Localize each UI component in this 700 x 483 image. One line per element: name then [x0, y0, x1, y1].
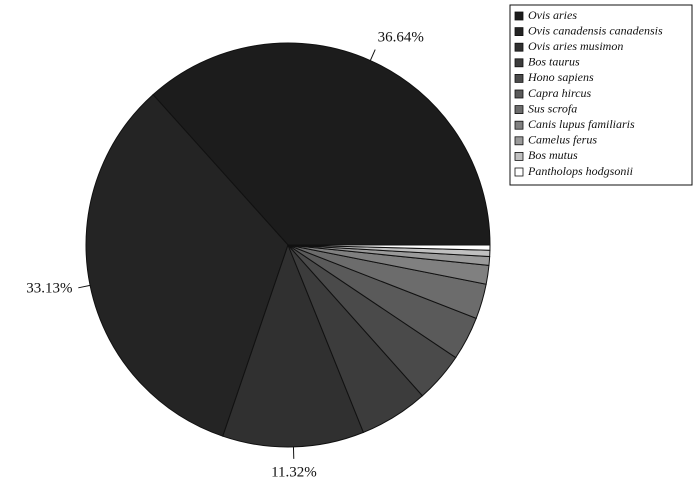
legend-box	[509, 4, 693, 186]
legend-swatch	[514, 151, 524, 161]
legend-label: Hono sapiens	[527, 70, 594, 84]
legend-swatch	[514, 42, 524, 52]
legend-label: Ovis aries	[528, 8, 577, 22]
leader-line	[78, 284, 91, 289]
legend-swatch	[514, 89, 524, 99]
legend-label: Ovis canadensis canadensis	[528, 23, 663, 37]
legend-label: Sus scrofa	[528, 101, 577, 115]
leader-line	[369, 49, 376, 61]
legend-swatch	[514, 11, 524, 21]
legend-swatch	[514, 136, 524, 146]
legend-label: Camelus ferus	[528, 133, 597, 147]
pie-slice	[287, 244, 491, 251]
legend-label: Bos taurus	[528, 55, 580, 69]
pie-slice	[85, 93, 289, 437]
legend-swatch	[514, 74, 524, 83]
legend-label: Pantholops hodgsonii	[527, 164, 633, 178]
legend-label: Capra hircus	[528, 86, 592, 100]
data-label: 11.32%	[271, 464, 317, 480]
legend-label: Bos mutus	[528, 148, 578, 162]
legend-swatch	[514, 120, 524, 130]
legend-swatch	[514, 167, 524, 177]
data-label: 36.64%	[378, 30, 424, 46]
legend-swatch	[514, 27, 524, 37]
data-label: 33.13%	[26, 280, 72, 296]
legend-swatch	[514, 105, 524, 114]
legend-label: Canis lupus familiaris	[528, 117, 635, 131]
legend-swatch	[514, 58, 524, 68]
pie-slice	[222, 243, 365, 448]
legend-label: Ovis aries musimon	[528, 39, 623, 53]
pie	[85, 42, 491, 448]
